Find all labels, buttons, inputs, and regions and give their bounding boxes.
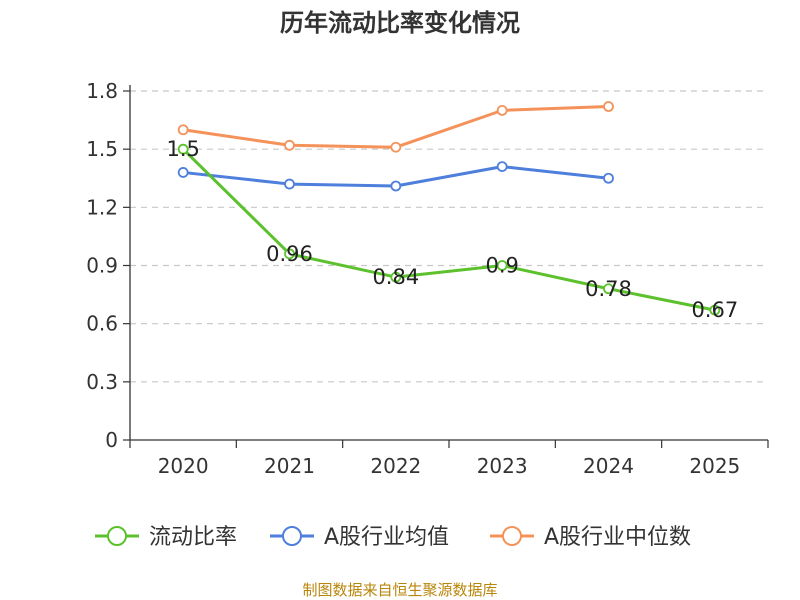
data-labels: 1.5 0.96 0.84 0.9 0.78 0.67 [166, 137, 738, 322]
x-tick-label: 2022 [370, 454, 421, 478]
data-label: 0.67 [691, 298, 738, 322]
legend-marker [282, 526, 302, 546]
data-point [496, 161, 508, 173]
legend-item[interactable]: A股行业均值 [270, 525, 449, 550]
x-tick-label: 2024 [583, 454, 634, 478]
data-point [177, 143, 189, 155]
data-label: 0.9 [485, 254, 518, 278]
data-point [177, 124, 189, 136]
chart-title: 历年流动比率变化情况 [280, 9, 520, 37]
legend-label: A股行业中位数 [544, 525, 691, 550]
data-label: 0.78 [585, 277, 632, 301]
data-point [390, 271, 402, 283]
series-line [182, 148, 716, 312]
x-tick-label: 2023 [477, 454, 528, 478]
data-point [496, 104, 508, 116]
data-point [284, 139, 295, 151]
legend-label: A股行业均值 [324, 525, 449, 550]
y-tick-label: 0.6 [86, 312, 118, 336]
legend-marker [502, 526, 522, 546]
y-tick-label: 0.3 [86, 370, 118, 394]
series-lines [177, 101, 721, 316]
x-tick-label: 2025 [689, 454, 740, 478]
legend[interactable]: 流动比率 A股行业均值 A股行业中位数 [95, 525, 691, 550]
source-note: 制图数据来自恒生聚源数据库 [302, 581, 497, 599]
grid-lines [130, 90, 768, 383]
data-point [284, 178, 295, 190]
axes [129, 85, 768, 441]
legend-item[interactable]: 流动比率 [95, 525, 237, 550]
x-tick-label: 2020 [158, 454, 209, 478]
data-point [496, 260, 508, 271]
x-axis-ticks: 2020 2021 2022 2023 2024 2025 [129, 440, 769, 478]
y-tick-label: 0.9 [86, 254, 118, 278]
data-point [390, 180, 402, 192]
y-tick-label: 1.8 [86, 79, 118, 103]
data-point [603, 283, 614, 295]
y-axis-ticks: 0 0.3 0.6 0.9 1.2 1.5 1.8 [86, 79, 130, 452]
data-point [603, 172, 614, 184]
data-label: 0.96 [266, 242, 313, 266]
data-point [390, 141, 402, 153]
legend-marker [107, 526, 127, 546]
legend-item[interactable]: A股行业中位数 [490, 525, 691, 550]
data-point [284, 248, 295, 260]
y-tick-label: 1.2 [86, 195, 118, 219]
x-tick-label: 2021 [264, 454, 315, 478]
y-tick-label: 1.5 [86, 137, 118, 161]
legend-label: 流动比率 [149, 525, 237, 550]
y-tick-label: 0 [105, 428, 118, 452]
data-point [177, 167, 189, 178]
data-label: 1.5 [166, 137, 199, 161]
data-point [603, 101, 614, 112]
series-line [182, 105, 609, 149]
data-point [709, 304, 721, 316]
data-label: 0.84 [372, 265, 419, 289]
